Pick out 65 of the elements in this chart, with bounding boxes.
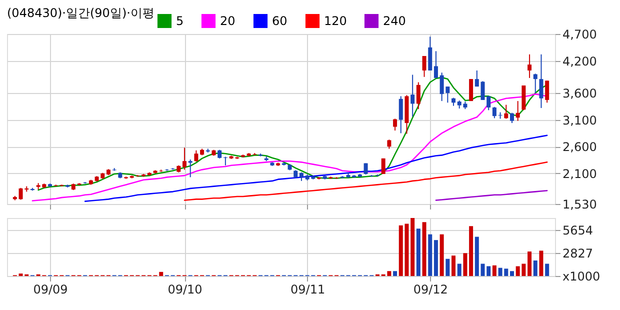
bar: [463, 253, 468, 276]
candlestick: [474, 70, 479, 88]
x-tick-label: 09/11: [290, 282, 326, 296]
y-tick-label: x1000: [562, 270, 600, 284]
legend-label: 60: [272, 14, 288, 28]
candlestick: [510, 112, 514, 124]
y-tick-label: 2827: [562, 246, 594, 260]
candlestick: [194, 150, 198, 162]
bar: [446, 258, 450, 276]
candlestick: [381, 158, 386, 174]
x-tick-label: 09/10: [168, 282, 202, 296]
y-tick-label: 3,100: [562, 113, 597, 128]
candlestick: [528, 54, 532, 78]
candlestick: [504, 104, 508, 120]
bar: [393, 271, 398, 276]
candlestick: [410, 74, 415, 118]
bar: [533, 260, 538, 276]
y-tick-label: 3,600: [562, 86, 597, 100]
candlestick: [516, 100, 520, 122]
candlestick: [533, 73, 538, 94]
candlestick: [422, 55, 426, 78]
bar: [469, 226, 474, 276]
candlestick: [398, 96, 403, 134]
legend-label: 5: [176, 14, 184, 28]
bar: [457, 264, 462, 276]
candlestick: [492, 106, 496, 119]
y-tick-label: 1,530: [562, 198, 597, 212]
bar: [434, 240, 438, 276]
bar: [416, 228, 420, 276]
bar: [410, 218, 415, 276]
y-tick-label: 2,600: [562, 140, 597, 154]
bar: [422, 222, 426, 276]
bar: [528, 251, 532, 276]
y-tick-label: 4,700: [562, 28, 597, 42]
bar: [428, 234, 432, 276]
candlestick: [182, 147, 187, 170]
bar: [539, 250, 544, 276]
bar: [440, 234, 444, 276]
line-series: [435, 190, 548, 201]
legend-label: 120: [324, 14, 347, 28]
legend-label: 240: [383, 14, 406, 28]
y-tick-label: 2,100: [562, 166, 597, 181]
bar: [474, 236, 479, 276]
legend-label: 20: [220, 14, 236, 28]
bar: [545, 264, 550, 276]
candlestick: [188, 158, 192, 178]
candlestick: [364, 162, 368, 176]
bar: [510, 271, 514, 276]
bar: [452, 256, 456, 276]
line-series: [84, 134, 548, 202]
candlestick: [539, 54, 544, 109]
x-tick-label: 09/12: [413, 282, 448, 296]
candlestick: [545, 80, 550, 104]
candlestick: [428, 36, 432, 71]
chart-title: (048430)·일간(90일)·이평: [7, 6, 154, 20]
y-tick-label: 5654: [562, 223, 594, 238]
x-tick-label: 09/09: [33, 282, 68, 296]
candlestick: [469, 78, 474, 102]
y-tick-label: 4,200: [562, 54, 597, 68]
bar: [492, 265, 496, 276]
candlestick: [387, 139, 392, 150]
candlestick: [434, 50, 438, 78]
candlestick: [416, 82, 420, 110]
line-series: [184, 162, 548, 201]
candlestick: [393, 118, 398, 132]
